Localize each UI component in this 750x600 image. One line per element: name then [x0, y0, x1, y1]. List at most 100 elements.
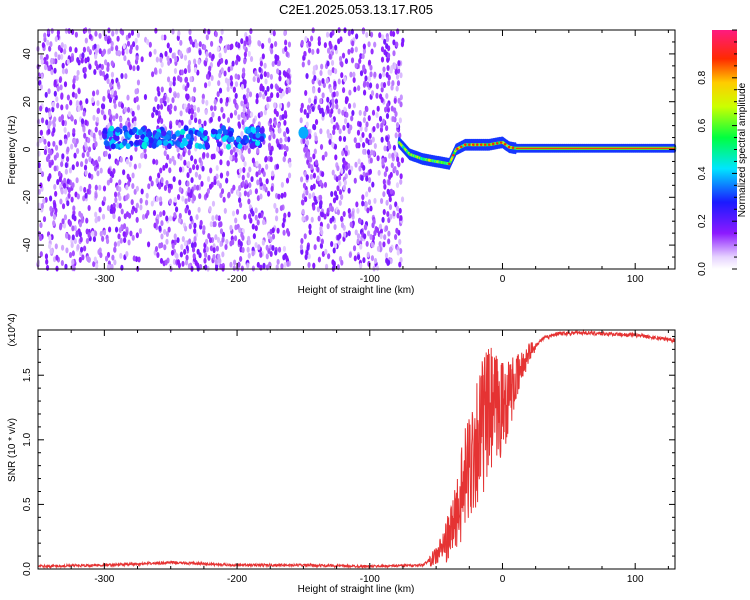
heatmap-cell: [362, 43, 366, 50]
heatmap-cell: [179, 110, 183, 117]
heatmap-cell: [74, 31, 78, 38]
heatmap-cell: [460, 145, 463, 148]
heatmap-cell: [189, 215, 193, 222]
heatmap-cell: [112, 206, 116, 213]
heatmap-cell: [219, 221, 223, 228]
heatmap-cell: [320, 238, 324, 245]
heatmap-cell: [48, 195, 53, 202]
heatmap-cell: [211, 53, 215, 60]
heatmap-cell: [362, 171, 366, 178]
heatmap-cell: [371, 181, 375, 188]
heatmap-cell: [236, 54, 240, 61]
heatmap-cell: [308, 108, 312, 115]
heatmap-cell: [106, 78, 110, 85]
heatmap-cell: [398, 261, 402, 268]
y-tick-label: 40: [22, 48, 33, 60]
heatmap-cell: [389, 213, 393, 220]
heatmap-cell: [52, 256, 57, 263]
heatmap-cell: [208, 183, 213, 190]
heatmap-cell: [332, 197, 337, 204]
heatmap-cell: [337, 78, 341, 85]
heatmap-cell: [118, 202, 122, 209]
heatmap-cell: [387, 230, 391, 237]
heatmap-cell: [287, 67, 291, 74]
heatmap-cell: [384, 106, 388, 113]
heatmap-cell: [332, 129, 336, 136]
heatmap-cell: [66, 58, 70, 65]
heatmap-cell: [278, 143, 282, 150]
heatmap-cell: [361, 53, 365, 60]
heatmap-cell: [81, 254, 85, 261]
heatmap-cell: [192, 41, 196, 48]
heatmap-cell: [379, 198, 384, 205]
heatmap-cell: [336, 209, 340, 216]
heatmap-cell: [387, 80, 391, 87]
heatmap-cell: [182, 150, 186, 157]
heatmap-cell: [192, 195, 197, 202]
heatmap-cell: [176, 34, 180, 41]
heatmap-cell: [48, 45, 52, 52]
heatmap-cell: [359, 53, 363, 60]
heatmap-cell: [280, 192, 284, 199]
heatmap-cell: [132, 127, 138, 134]
heatmap-cell: [275, 163, 280, 170]
heatmap-cell: [398, 207, 402, 214]
x-tick-label: 0: [500, 574, 506, 585]
heatmap-cell: [240, 38, 244, 45]
heatmap-cell: [367, 75, 372, 82]
heatmap-cell: [312, 65, 316, 72]
heatmap-cell: [393, 165, 397, 172]
heatmap-cell: [383, 234, 387, 241]
heatmap-cell: [97, 156, 101, 163]
heatmap-cell: [135, 216, 139, 223]
heatmap-cell: [91, 97, 95, 104]
heatmap-cell: [249, 56, 254, 63]
heatmap-cell: [300, 237, 304, 244]
heatmap-cell: [300, 39, 304, 46]
heatmap-cell: [283, 30, 287, 37]
heatmap-cell: [82, 110, 86, 117]
heatmap-cell: [120, 72, 124, 79]
heatmap-cell: [130, 199, 134, 206]
heatmap-cell: [70, 55, 75, 62]
heatmap-cell: [240, 131, 244, 138]
heatmap-cell: [193, 158, 197, 165]
heatmap-cell: [39, 105, 43, 112]
heatmap-cell: [311, 48, 315, 55]
heatmap-cell: [117, 101, 122, 108]
heatmap-cell: [92, 90, 96, 97]
heatmap-cell: [41, 42, 45, 49]
heatmap-cell: [491, 142, 495, 146]
heatmap-cell: [337, 174, 342, 181]
heatmap-cell: [110, 60, 114, 67]
heatmap-cell: [105, 73, 109, 80]
heatmap-cell: [65, 247, 69, 254]
heatmap-cell: [176, 146, 180, 153]
heatmap-cell: [110, 88, 115, 95]
heatmap-cell: [399, 72, 403, 79]
heatmap-cell: [326, 47, 331, 54]
heatmap-cell: [194, 117, 198, 124]
heatmap-cell: [355, 201, 359, 208]
heatmap-cell: [75, 177, 79, 184]
heatmap-cell: [307, 47, 312, 54]
heatmap-cell: [209, 167, 213, 174]
heatmap-cell: [88, 156, 92, 163]
heatmap-cell: [248, 189, 253, 196]
heatmap-cell: [392, 210, 396, 217]
heatmap-cell: [230, 43, 234, 50]
heatmap-cell: [382, 241, 386, 248]
heatmap-cell: [269, 156, 273, 163]
heatmap-cell: [338, 135, 342, 142]
heatmap-cell: [173, 211, 177, 218]
heatmap-cell: [47, 88, 51, 95]
heatmap-cell: [110, 71, 115, 78]
heatmap-cell: [352, 102, 356, 109]
heatmap-cell: [115, 126, 121, 133]
heatmap-cell: [193, 58, 197, 65]
heatmap-cell: [74, 92, 78, 99]
heatmap-cell: [86, 255, 90, 262]
heatmap-cell: [198, 157, 202, 164]
heatmap-cell: [320, 229, 324, 236]
heatmap-cell: [370, 90, 375, 97]
